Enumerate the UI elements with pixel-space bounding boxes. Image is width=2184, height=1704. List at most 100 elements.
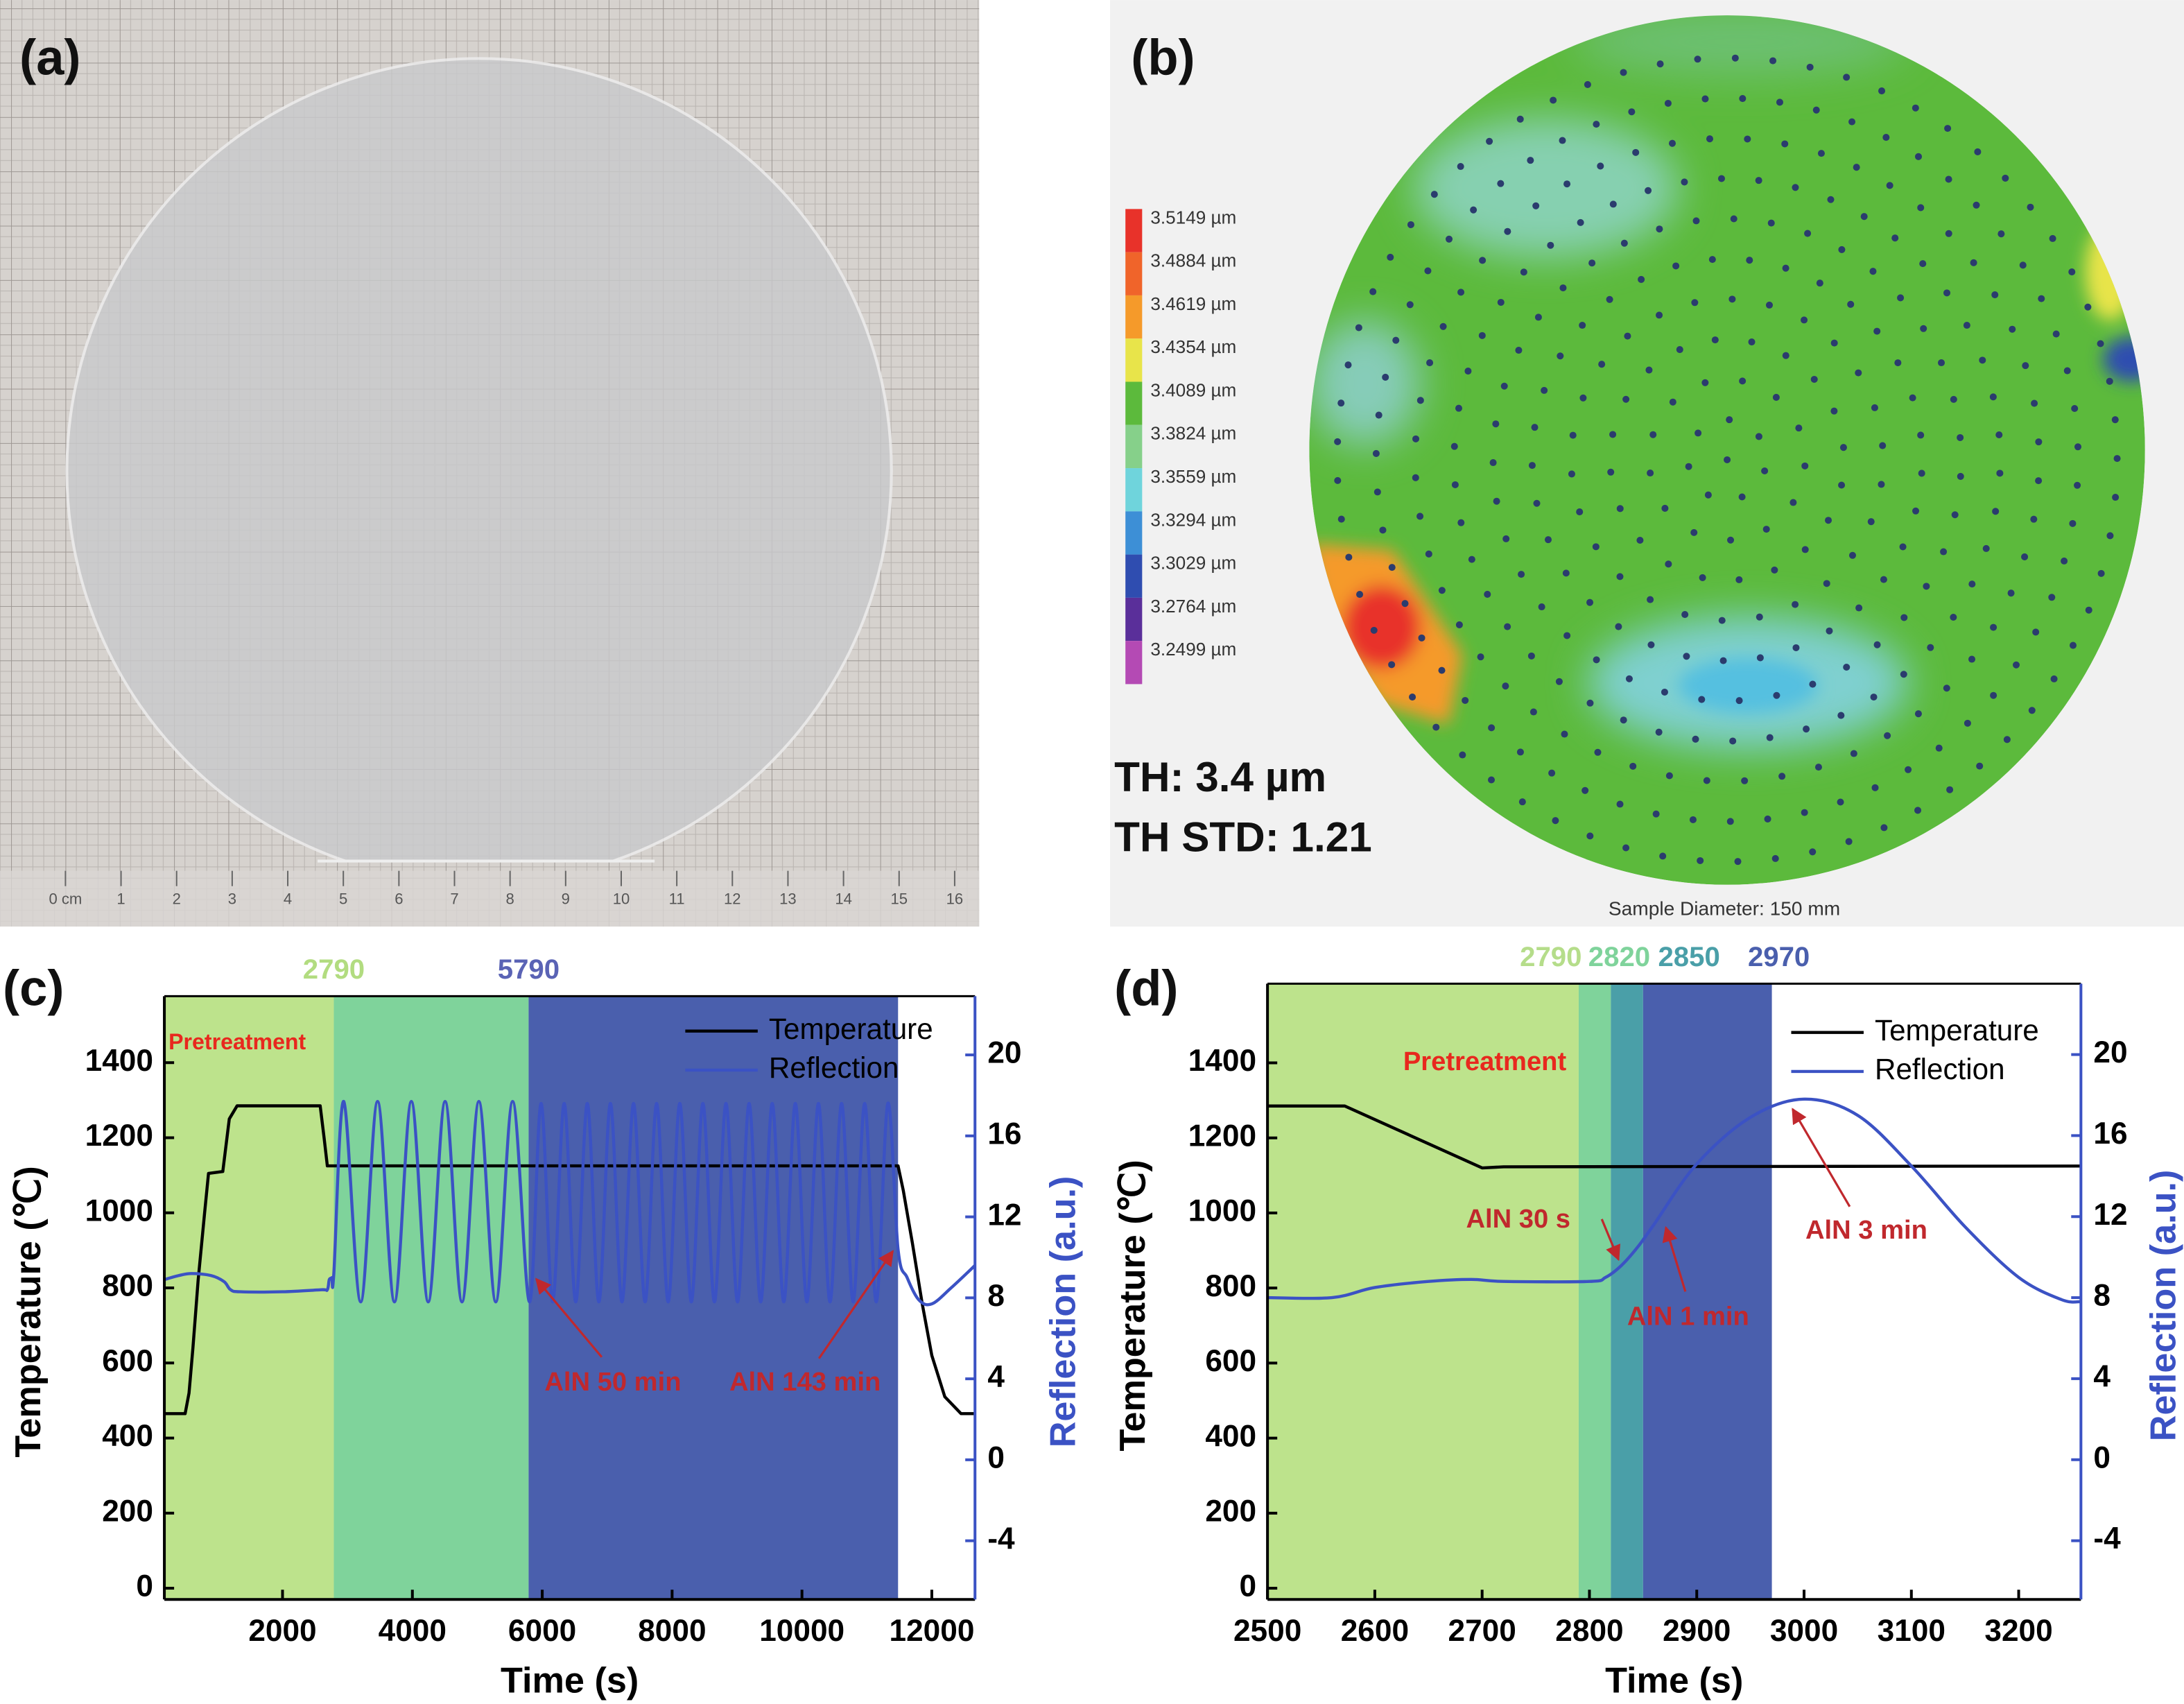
y2-tick-label: 0 [2093, 1440, 2111, 1474]
series-line [164, 1099, 976, 1307]
colorbar-swatch [1125, 295, 1143, 339]
region [1611, 983, 1643, 1600]
ruler-label: 0 cm [49, 890, 82, 908]
annotation: AlN 143 min [729, 1367, 881, 1397]
y2-axis-title: Reflection (a.u.) [1043, 1176, 1084, 1448]
ruler-label: 15 [890, 890, 908, 908]
edge-label: 2850 [1658, 941, 1719, 972]
y2-tick-label: 20 [2093, 1035, 2127, 1069]
legend-label: Reflection [1875, 1053, 2005, 1085]
edge-label: 2970 [1748, 941, 1810, 972]
ruler-label: 4 [284, 890, 292, 908]
colorbar-label: 3.5149 µm [1150, 207, 1236, 227]
ruler-labels: 0 cm 1 2 3 4 5 6 7 8 9 10 11 12 13 14 15 16 [49, 870, 964, 908]
edge-label: 2790 [1520, 941, 1581, 972]
y2-tick-label: 8 [2093, 1279, 2111, 1313]
y-tick-label: 600 [102, 1344, 153, 1378]
series-group [164, 1099, 976, 1415]
ruler-label: 16 [946, 890, 964, 908]
y-tick-label: 600 [1205, 1344, 1256, 1378]
ruler-label: 11 [669, 890, 685, 908]
region [1643, 983, 1772, 1600]
colorbar-swatch [1125, 641, 1143, 685]
annotation: Pretreatment [1403, 1047, 1567, 1076]
x-tick-label: 3100 [1878, 1614, 1945, 1648]
annotation: AlN 1 min [1627, 1302, 1749, 1332]
x-tick-label: 2000 [248, 1614, 316, 1648]
colorbar-swatch [1125, 597, 1143, 642]
colorbar: 3.5149 µm 3.4884 µm 3.4619 µm 3.4354 µm 3.40… [1125, 207, 1236, 685]
y-tick-label: 400 [1205, 1419, 1256, 1453]
annotation-arrow [817, 1250, 894, 1359]
colorbar-swatch [1125, 252, 1143, 295]
colorbar-label: 3.4354 µm [1150, 336, 1236, 357]
ruler-label: 2 [173, 890, 181, 908]
x-axis-title: Time (s) [501, 1661, 639, 1701]
y2-tick-label: 20 [987, 1036, 1021, 1070]
annotation: AlN 50 min [544, 1367, 681, 1397]
y2-tick-label: 12 [2093, 1198, 2127, 1232]
edge-label: 5790 [498, 954, 560, 985]
wafer [65, 57, 893, 861]
y-tick-label: 1000 [1188, 1194, 1256, 1228]
y-tick-label: 200 [1205, 1495, 1256, 1529]
panel-label: (a) [19, 31, 80, 86]
y-tick-label: 800 [1205, 1269, 1256, 1303]
y-tick-label: 800 [102, 1269, 153, 1303]
y-tick-label: 0 [1239, 1569, 1256, 1603]
ruler-label: 7 [450, 890, 458, 908]
colorbar-label: 3.4619 µm [1150, 293, 1236, 314]
annotation: AlN 30 s [1466, 1204, 1570, 1234]
colorbar-label: 3.4089 µm [1150, 379, 1236, 400]
panel-label: (d) [1114, 961, 1178, 1017]
panel-b: 3.5149 µm 3.4884 µm 3.4619 µm 3.4354 µm 3.40… [1110, 0, 2184, 927]
panel-label: (c) [3, 961, 64, 1017]
y2-tick-label: 12 [987, 1198, 1021, 1232]
series-line [1267, 1097, 2081, 1304]
y-tick-label: 0 [136, 1569, 153, 1603]
edge-label: 2790 [303, 954, 365, 985]
colorbar-swatch [1125, 554, 1143, 598]
y-tick-label: 1400 [1188, 1044, 1256, 1078]
region [1267, 983, 1579, 1600]
annotation-arrow [1792, 1108, 1851, 1207]
x-tick-label: 8000 [638, 1614, 706, 1648]
colorbar-swatch [1125, 338, 1143, 382]
colorbar-label: 3.3824 µm [1150, 423, 1236, 444]
region [333, 996, 529, 1600]
y-axis-title: Temperature (℃) [1113, 1160, 1153, 1451]
annotation: AlN 3 min [1805, 1215, 1927, 1245]
colorbar-swatch [1125, 381, 1143, 425]
legend-label: Temperature [1875, 1014, 2039, 1047]
ruler-label: 3 [228, 890, 236, 908]
ruler-label: 8 [506, 890, 514, 908]
y-tick-label: 1400 [85, 1044, 153, 1078]
region [1578, 983, 1611, 1600]
annotation-arrow [535, 1277, 603, 1358]
x-tick-label: 3200 [1984, 1614, 2052, 1648]
annotation: TH STD: 1.21 [1114, 813, 1372, 860]
ruler-label: 10 [613, 890, 630, 908]
y-tick-label: 400 [102, 1419, 153, 1453]
ruler-label: 6 [395, 890, 403, 908]
colorbar-swatch [1125, 209, 1143, 252]
annotation-arrow [1662, 1225, 1687, 1292]
measurement-points [1334, 54, 2121, 866]
line-chart: 2790 2820 2850 2970 2500 2600 2700 2800 2900 3000… [1113, 941, 2184, 1701]
annotation: TH: 3.4 µm [1114, 753, 1326, 800]
series-line [164, 1104, 976, 1415]
colorbar-label: 3.3294 µm [1150, 509, 1236, 530]
x-tick-label: 2800 [1555, 1614, 1623, 1648]
panel-label: (b) [1131, 31, 1195, 86]
ruler-label: 1 [116, 890, 125, 908]
y2-tick-label: 16 [987, 1117, 1021, 1151]
y2-tick-label: 8 [987, 1279, 1005, 1313]
legend-label: Temperature [769, 1013, 933, 1045]
y-axis-title: Temperature (℃) [8, 1166, 49, 1457]
y-tick-label: 1200 [1188, 1119, 1256, 1153]
colorbar-label: 3.3029 µm [1150, 553, 1236, 574]
x-tick-label: 2900 [1663, 1614, 1731, 1648]
x-tick-label: 4000 [379, 1614, 447, 1648]
y2-tick-label: 0 [987, 1441, 1005, 1475]
